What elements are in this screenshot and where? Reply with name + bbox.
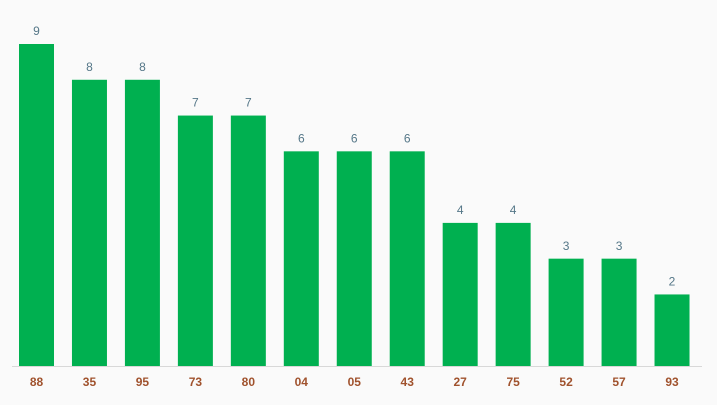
x-tick-label: 35 [83,375,97,389]
value-label: 4 [457,203,464,217]
x-tick-label: 88 [30,375,44,389]
bar [71,79,107,367]
x-tick-label: 57 [612,375,626,389]
bar [548,258,584,366]
value-label: 8 [86,60,93,74]
x-tick-label: 05 [348,375,362,389]
value-label: 3 [563,239,570,253]
value-label: 8 [139,60,146,74]
x-tick-label: 52 [559,375,573,389]
bar [495,222,531,366]
x-tick-label: 75 [506,375,520,389]
bar [389,151,425,366]
bar [601,258,637,366]
value-label: 2 [669,275,676,289]
bar [177,115,213,366]
bar [654,294,690,366]
bar [124,79,160,367]
x-tick-label: 27 [454,375,468,389]
bar [336,151,372,366]
bar [230,115,266,366]
x-tick-label: 43 [401,375,415,389]
value-label: 7 [245,96,252,110]
bar [283,151,319,366]
x-tick-label: 95 [136,375,150,389]
x-tick-label: 04 [295,375,309,389]
value-label: 3 [616,239,623,253]
value-label: 6 [351,132,358,146]
x-tick-label: 73 [189,375,203,389]
bar [19,44,54,366]
value-label: 6 [404,132,411,146]
bar [442,222,478,366]
value-label: 6 [298,132,305,146]
x-tick-label: 93 [665,375,679,389]
value-label: 9 [33,24,40,38]
value-label: 7 [192,96,199,110]
x-tick-label: 80 [242,375,256,389]
value-label: 4 [510,203,517,217]
